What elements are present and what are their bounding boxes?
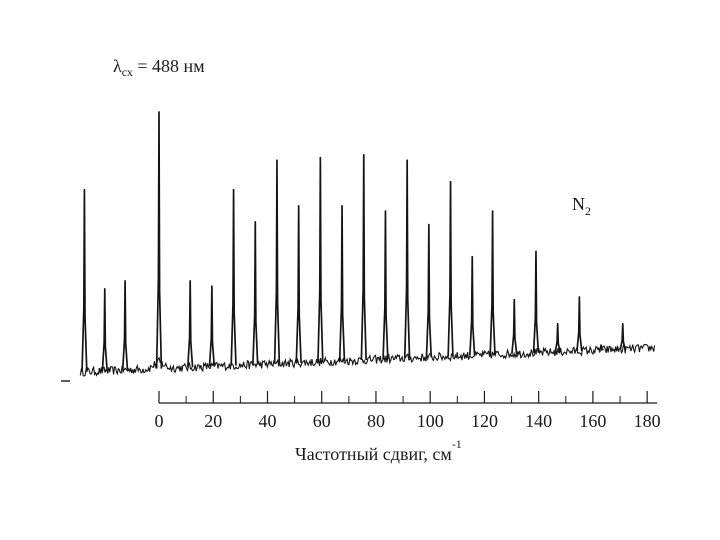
species-label-n2: N2 <box>572 194 591 218</box>
spectrum-baseline-trace <box>79 343 656 377</box>
spectral-peak <box>447 180 454 357</box>
spectral-peak <box>619 322 626 350</box>
spectral-peak <box>317 156 324 362</box>
x-tick-label: 0 <box>155 411 164 431</box>
x-axis-ticks: 0 20 40 60 80 100 120 140 160 180 <box>155 391 661 431</box>
lambda-value: = 488 нм <box>133 56 205 76</box>
excitation-wavelength-label: λсх = 488 нм <box>113 56 205 79</box>
spectral-peak <box>554 322 561 353</box>
species-subscript: 2 <box>585 204 591 218</box>
spectral-peak <box>511 298 518 354</box>
spectral-peak <box>230 188 237 366</box>
x-tick-label: 180 <box>634 411 661 431</box>
x-tick-label: 120 <box>471 411 498 431</box>
x-tick-label: 40 <box>258 411 276 431</box>
lambda-subscript: сх <box>122 65 133 79</box>
spectral-peak <box>273 159 281 364</box>
spectral-peak <box>469 255 476 356</box>
spectral-peak <box>576 296 583 352</box>
spectral-peak <box>295 204 302 363</box>
lambda-symbol: λ <box>113 56 122 76</box>
spectral-peak <box>81 188 88 372</box>
x-axis-title-text: Частотный сдвиг, см <box>295 444 452 464</box>
x-axis-title-superscript: -1 <box>452 437 462 451</box>
spectral-peak <box>121 279 129 371</box>
x-tick-label: 140 <box>525 411 552 431</box>
spectral-peak <box>186 279 194 368</box>
x-tick-label: 60 <box>313 411 331 431</box>
x-tick-label: 100 <box>417 411 444 431</box>
spectrum-trace-group <box>79 111 656 377</box>
x-tick-label: 160 <box>579 411 606 431</box>
spectral-peak <box>338 204 346 362</box>
spectral-peak <box>532 250 540 353</box>
spectral-peak <box>489 210 496 355</box>
x-tick-label: 20 <box>204 411 222 431</box>
x-axis-title: Частотный сдвиг, см-1 <box>295 437 462 464</box>
spectral-peak <box>425 223 433 358</box>
spectral-peak <box>598 344 604 351</box>
spectral-peak <box>252 221 259 365</box>
spectral-peak <box>360 154 367 361</box>
spectral-peak <box>101 288 108 372</box>
species-symbol: N <box>572 194 585 214</box>
spectral-peak <box>155 111 163 369</box>
x-tick-label: 80 <box>367 411 385 431</box>
spectral-peak <box>403 159 411 359</box>
spectral-peak <box>208 285 216 367</box>
spectral-peak <box>382 210 389 360</box>
